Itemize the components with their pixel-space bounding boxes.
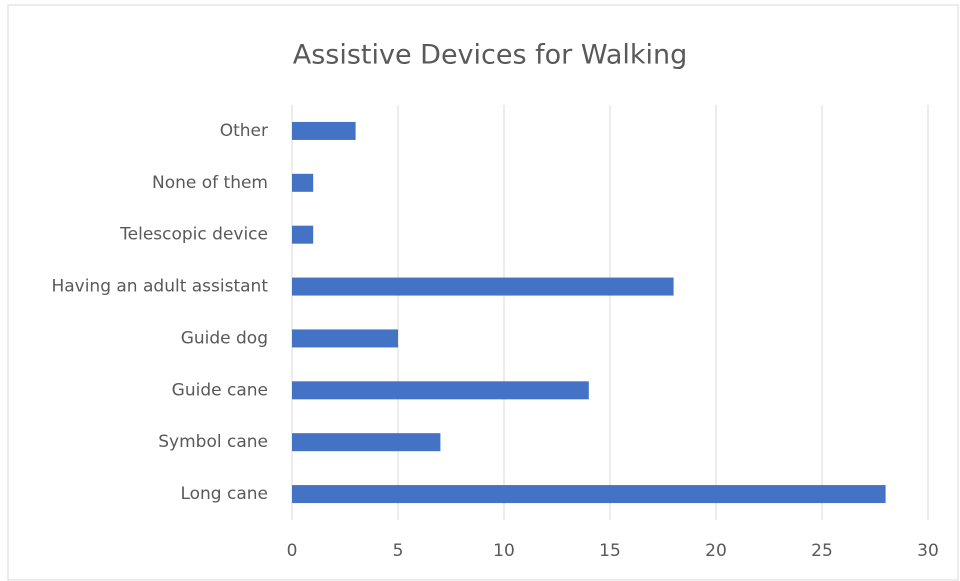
x-tick-label: 0 xyxy=(287,541,298,561)
y-tick-label: Guide cane xyxy=(172,380,268,400)
x-tick-label: 15 xyxy=(599,541,621,561)
y-tick-label: Telescopic device xyxy=(119,225,268,245)
x-tick-label: 30 xyxy=(917,541,939,561)
x-tick-label: 20 xyxy=(705,541,727,561)
bar xyxy=(292,277,674,296)
x-tick-label: 10 xyxy=(493,541,515,561)
bar xyxy=(292,225,314,244)
y-tick-label: Symbol cane xyxy=(158,432,268,452)
bar xyxy=(292,329,398,348)
bar xyxy=(292,173,314,192)
bar xyxy=(292,485,886,504)
y-tick-label: Guide dog xyxy=(181,328,268,348)
y-tick-label: Long cane xyxy=(180,484,268,504)
y-tick-label: None of them xyxy=(152,173,268,193)
bar xyxy=(292,381,589,400)
y-tick-label: Having an adult assistant xyxy=(51,277,268,297)
x-tick-label: 5 xyxy=(393,541,404,561)
y-tick-label: Other xyxy=(220,121,268,141)
bar xyxy=(292,121,356,140)
chart-title: Assistive Devices for Walking xyxy=(293,40,688,71)
x-tick-label: 25 xyxy=(811,541,833,561)
bar xyxy=(292,433,441,452)
